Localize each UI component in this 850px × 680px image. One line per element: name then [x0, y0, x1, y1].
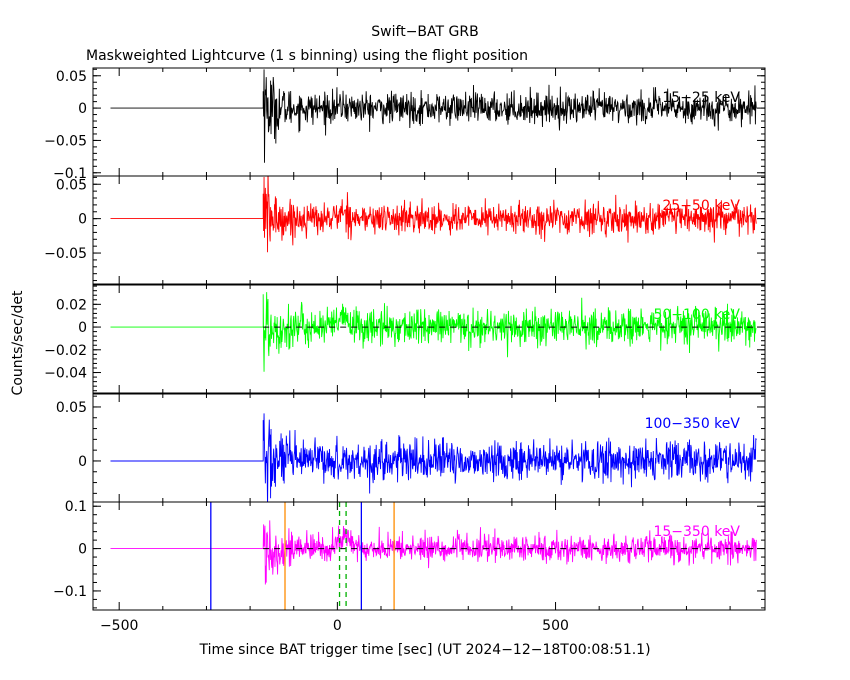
- y-tick-label: 0.05: [56, 400, 87, 416]
- y-tick-label: 0.02: [56, 297, 87, 313]
- lightcurve-100-350: [110, 413, 757, 502]
- lightcurve-25-50: [110, 176, 757, 253]
- lightcurve-50-100: [110, 292, 757, 372]
- energy-band-label: 15−25 keV: [662, 90, 740, 106]
- energy-band-label: 100−350 keV: [645, 416, 741, 432]
- lightcurve-15-25: [110, 69, 757, 163]
- y-tick-label: 0: [78, 454, 87, 470]
- y-tick-label: 0: [78, 212, 87, 228]
- y-tick-label: 0.05: [56, 177, 87, 193]
- x-tick-label: −500: [100, 618, 138, 634]
- y-tick-label: −0.04: [44, 366, 87, 382]
- y-tick-label: −0.1: [53, 166, 87, 182]
- lightcurve-15-350: [110, 520, 757, 585]
- energy-band-label: 25−50 keV: [662, 198, 740, 214]
- x-axis-label: Time since BAT trigger time [sec] (UT 20…: [198, 642, 650, 658]
- y-tick-label: −0.05: [44, 133, 87, 149]
- energy-band-label: 50−100 keV: [653, 307, 740, 323]
- y-tick-label: −0.05: [44, 246, 87, 262]
- panel-frame-25-50: [92, 175, 766, 285]
- energy-band-label: 15−350 keV: [653, 524, 740, 540]
- y-tick-label: 0: [78, 320, 87, 336]
- panel-frame-15-350: [92, 501, 766, 611]
- y-tick-label: −0.02: [44, 343, 87, 359]
- y-tick-label: 0: [78, 542, 87, 558]
- panel-frame-15-25: [92, 67, 766, 177]
- panel-frame-50-100: [92, 284, 766, 394]
- x-tick-label: 500: [542, 618, 569, 634]
- chart-title: Swift−BAT GRB: [371, 24, 478, 40]
- panels-group: 0.05 0 −0.05 −0.1 15−25 keV 0.05 0 −0.05 25−50 k…: [44, 67, 766, 634]
- y-tick-label: 0.1: [65, 499, 87, 515]
- chart-subtitle: Maskweighted Lightcurve (1 s binning) us…: [86, 48, 528, 64]
- y-tick-label: 0.05: [56, 69, 87, 85]
- x-tick-label: 0: [333, 618, 342, 634]
- y-axis-label: Counts/sec/det: [10, 290, 26, 395]
- y-tick-label: −0.1: [53, 584, 87, 600]
- y-tick-label: 0: [78, 101, 87, 117]
